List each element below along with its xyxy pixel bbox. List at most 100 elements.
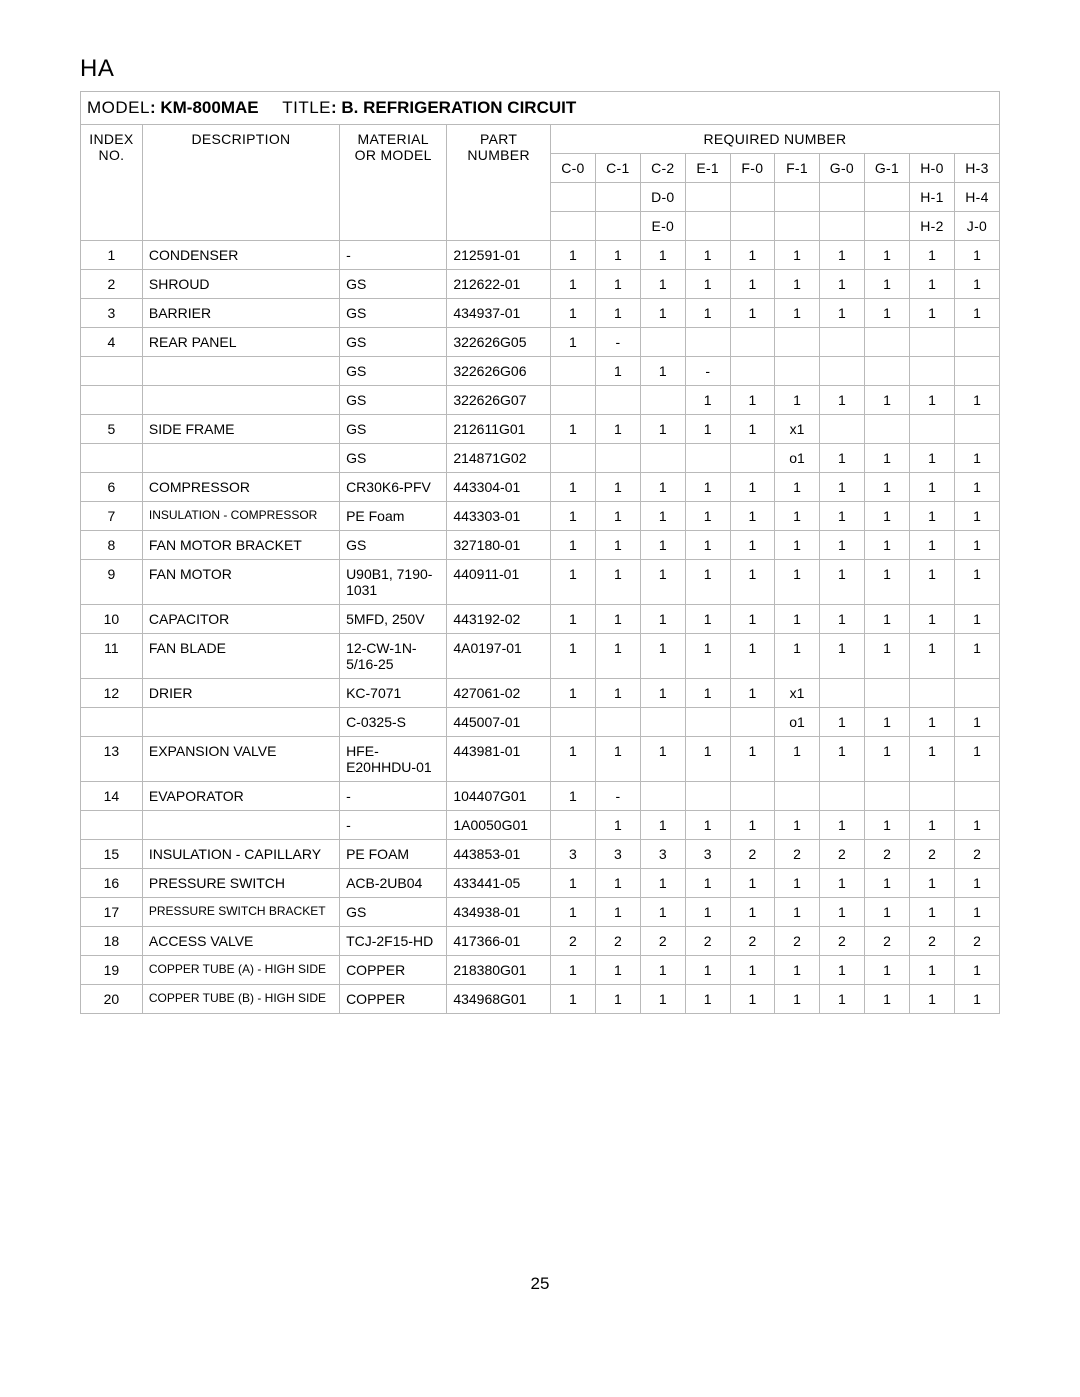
cell-qty [819, 328, 864, 357]
cell-qty: 1 [730, 679, 775, 708]
cell-qty: 1 [775, 811, 820, 840]
cell-qty: 1 [550, 782, 595, 811]
cell-qty: 2 [864, 840, 909, 869]
model-label: MODEL [87, 98, 150, 117]
table-row: 5SIDE FRAMEGS212611G0111111x1 [81, 415, 1000, 444]
parts-table: MODEL: KM-800MAE TITLE: B. REFRIGERATION… [80, 91, 1000, 1014]
cell-qty: 1 [730, 241, 775, 270]
cell-qty [819, 679, 864, 708]
table-row: 19COPPER TUBE (A) - HIGH SIDECOPPER21838… [81, 956, 1000, 985]
qh: H-3 [954, 154, 999, 183]
cell-qty: 1 [864, 299, 909, 328]
cell-material: COPPER [340, 985, 447, 1014]
cell-part: 214871G02 [447, 444, 551, 473]
qh [864, 212, 909, 241]
cell-material: U90B1, 7190-1031 [340, 560, 447, 605]
cell-qty [954, 357, 999, 386]
cell-qty: 1 [864, 985, 909, 1014]
cell-qty: 1 [685, 386, 730, 415]
cell-qty: 1 [910, 898, 955, 927]
cell-qty: 2 [775, 927, 820, 956]
table-row: 6COMPRESSORCR30K6-PFV443304-011111111111 [81, 473, 1000, 502]
cell-index [81, 386, 143, 415]
cell-qty: 1 [730, 869, 775, 898]
page-number: 25 [80, 1274, 1000, 1294]
cell-index: 5 [81, 415, 143, 444]
cell-qty: 1 [954, 270, 999, 299]
cell-qty: 1 [550, 473, 595, 502]
cell-part: 322626G07 [447, 386, 551, 415]
cell-qty: 2 [730, 927, 775, 956]
cell-qty: 1 [775, 634, 820, 679]
cell-qty: 1 [730, 634, 775, 679]
title-label: TITLE [282, 98, 331, 117]
qh: J-0 [954, 212, 999, 241]
qh: F-0 [730, 154, 775, 183]
cell-part: 434968G01 [447, 985, 551, 1014]
table-row: -1A0050G01111111111 [81, 811, 1000, 840]
cell-description: EXPANSION VALVE [142, 737, 339, 782]
cell-qty: 1 [550, 270, 595, 299]
cell-description: DRIER [142, 679, 339, 708]
cell-material: TCJ-2F15-HD [340, 927, 447, 956]
cell-qty: 1 [819, 502, 864, 531]
cell-index: 4 [81, 328, 143, 357]
cell-description: CONDENSER [142, 241, 339, 270]
cell-qty: 1 [819, 634, 864, 679]
cell-qty [864, 328, 909, 357]
table-row: C-0325-S445007-01o11111 [81, 708, 1000, 737]
cell-qty: 1 [910, 811, 955, 840]
cell-qty [775, 782, 820, 811]
cell-qty: 2 [819, 927, 864, 956]
cell-qty [550, 708, 595, 737]
cell-qty: 1 [819, 605, 864, 634]
cell-qty: 1 [910, 473, 955, 502]
cell-qty: 1 [910, 386, 955, 415]
cell-qty: o1 [775, 444, 820, 473]
cell-qty [685, 708, 730, 737]
qh [730, 212, 775, 241]
cell-qty: 1 [595, 737, 640, 782]
cell-qty: 1 [910, 560, 955, 605]
cell-qty: 1 [864, 605, 909, 634]
cell-description: SHROUD [142, 270, 339, 299]
cell-qty: x1 [775, 679, 820, 708]
cell-qty: 1 [910, 531, 955, 560]
cell-index: 3 [81, 299, 143, 328]
cell-qty: 1 [730, 605, 775, 634]
cell-qty [730, 782, 775, 811]
cell-qty: 1 [730, 560, 775, 605]
cell-material: 5MFD, 250V [340, 605, 447, 634]
cell-description [142, 386, 339, 415]
qh: C-2 [640, 154, 685, 183]
cell-description: FAN MOTOR BRACKET [142, 531, 339, 560]
cell-qty: 1 [550, 898, 595, 927]
qh [775, 212, 820, 241]
cell-description: FAN MOTOR [142, 560, 339, 605]
qh: H-1 [910, 183, 955, 212]
cell-part: 433441-05 [447, 869, 551, 898]
cell-qty: 1 [550, 560, 595, 605]
cell-qty: 1 [910, 502, 955, 531]
cell-qty: 1 [819, 811, 864, 840]
cell-qty: 1 [775, 299, 820, 328]
cell-qty [910, 782, 955, 811]
table-row: 15INSULATION - CAPILLARYPE FOAM443853-01… [81, 840, 1000, 869]
cell-qty: 1 [954, 605, 999, 634]
qh [819, 212, 864, 241]
cell-qty: 1 [775, 898, 820, 927]
cell-qty: 1 [640, 811, 685, 840]
cell-qty: 1 [595, 299, 640, 328]
cell-index: 11 [81, 634, 143, 679]
cell-index: 7 [81, 502, 143, 531]
table-row: 11FAN BLADE12-CW-1N-5/16-254A0197-011111… [81, 634, 1000, 679]
cell-qty: 1 [775, 502, 820, 531]
cell-index [81, 444, 143, 473]
cell-description: COMPRESSOR [142, 473, 339, 502]
cell-qty: 1 [864, 869, 909, 898]
cell-qty [685, 782, 730, 811]
cell-qty: 1 [954, 811, 999, 840]
cell-qty: 1 [685, 560, 730, 605]
cell-qty: 1 [819, 708, 864, 737]
cell-qty: 1 [819, 956, 864, 985]
